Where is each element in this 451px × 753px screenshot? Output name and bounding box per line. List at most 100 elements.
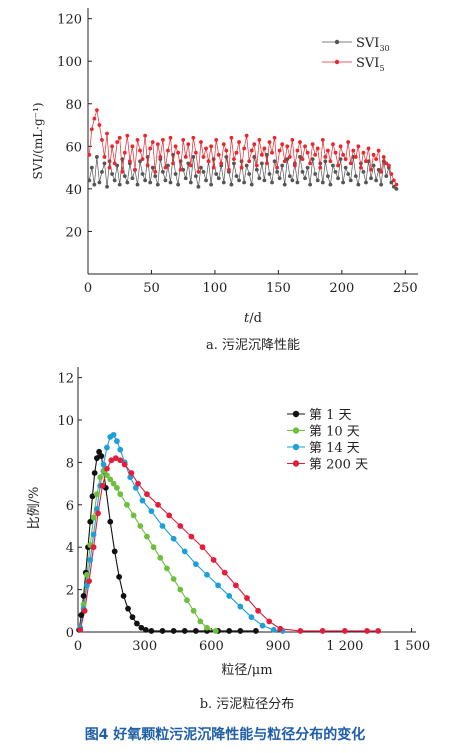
chart-a-point xyxy=(214,172,219,176)
chart-b-point xyxy=(117,491,124,498)
chart-a-point xyxy=(112,161,117,166)
chart-a-point xyxy=(120,169,125,174)
chart-a-point xyxy=(94,155,99,159)
chart-a-point xyxy=(171,161,175,166)
chart-b-point xyxy=(86,578,93,585)
chart-b-point xyxy=(277,625,284,632)
chart-b-point xyxy=(80,593,87,599)
chart-a-point xyxy=(107,165,112,170)
chart-a-point xyxy=(346,172,351,176)
chart-a-point xyxy=(188,180,193,185)
chart-a-legend-label: SVI30 xyxy=(356,36,390,53)
chart-b-point xyxy=(341,628,348,634)
chart-a-point xyxy=(100,169,104,174)
chart-b-point xyxy=(129,614,136,621)
chart-a-point xyxy=(100,138,104,142)
chart-a-point xyxy=(232,157,236,161)
chart-a-point xyxy=(351,148,356,153)
chart-b-point xyxy=(111,548,118,555)
chart-a-point xyxy=(209,144,214,149)
chart-a-point xyxy=(358,165,363,170)
chart-b-point xyxy=(94,491,100,498)
chart-b-ytick-label: 2 xyxy=(66,584,74,599)
chart-a-point xyxy=(89,165,94,170)
chart-a-point xyxy=(364,159,368,164)
chart-a-point xyxy=(148,180,153,185)
chart-a-point xyxy=(331,142,335,147)
chart-b-point xyxy=(144,533,150,540)
chart-b-point xyxy=(237,603,244,610)
chart-a-point xyxy=(259,161,264,166)
chart-a-point xyxy=(87,152,92,157)
chart-a-point xyxy=(181,138,186,142)
chart-a-point xyxy=(369,176,373,181)
chart-b-ytick-label: 12 xyxy=(57,372,74,387)
chart-a-point xyxy=(341,152,346,157)
chart-b-point xyxy=(137,523,144,529)
chart-b-point xyxy=(130,512,137,519)
chart-a-point xyxy=(163,178,168,183)
chart-a-point xyxy=(361,150,366,155)
chart-b-point xyxy=(155,501,161,508)
chart-a-point xyxy=(153,174,158,179)
chart-a-point xyxy=(143,178,148,183)
chart-a-point xyxy=(176,150,181,155)
chart-a-point xyxy=(338,157,343,161)
chart-a-point xyxy=(247,159,252,164)
chart-b-point xyxy=(91,470,98,476)
chart-a-point xyxy=(300,157,305,161)
chart-a-ytick-label: 20 xyxy=(65,225,82,240)
chart-a-point xyxy=(130,176,135,181)
chart-b-point xyxy=(108,457,115,464)
chart-a-point xyxy=(343,165,348,170)
chart-a-legend-marker xyxy=(334,39,340,45)
chart-a-point xyxy=(148,146,153,151)
chart-b-point xyxy=(164,565,170,572)
chart-b-point xyxy=(197,618,204,625)
chart-b-xtick-label: 1 200 xyxy=(326,639,363,654)
chart-a-point xyxy=(186,161,191,166)
chart-a-point xyxy=(87,178,92,183)
chart-a-point xyxy=(204,146,208,151)
chart-a-point xyxy=(282,159,287,164)
chart-a-point xyxy=(117,135,122,140)
chart-a-point xyxy=(244,133,249,138)
chart-b-point xyxy=(232,582,239,589)
chart-a-ytick-label: 120 xyxy=(57,13,82,28)
chart-a-point xyxy=(102,155,107,159)
chart-b-point xyxy=(192,628,199,634)
chart-a-point xyxy=(270,150,274,155)
chart-b-point xyxy=(81,607,88,614)
chart-b-point xyxy=(170,628,177,634)
chart-a-point xyxy=(94,108,99,113)
chart-a-point xyxy=(92,116,97,121)
chart-a-point xyxy=(333,150,338,155)
chart-a-point xyxy=(249,148,254,153)
chart-a-point xyxy=(102,161,107,166)
chart-b-point xyxy=(98,453,105,459)
chart-a-point xyxy=(206,159,211,164)
chart-a-point xyxy=(89,127,94,132)
chart-a-point xyxy=(186,142,191,147)
chart-a-point xyxy=(310,142,315,147)
chart-a-point xyxy=(247,172,252,176)
chart-a-point xyxy=(176,182,181,187)
chart-a-ytick-label: 100 xyxy=(57,55,82,70)
chart-a-point xyxy=(290,178,295,183)
chart-a-point xyxy=(328,182,333,187)
chart-a-point xyxy=(386,163,391,168)
chart-b-point xyxy=(375,628,382,634)
chart-b-point xyxy=(99,482,106,489)
chart-a-point xyxy=(295,148,300,153)
chart-a-point xyxy=(348,161,353,166)
chart-a-point xyxy=(143,133,148,138)
chart-a-point xyxy=(287,155,292,159)
chart-a-point xyxy=(193,150,198,155)
chart-a-point xyxy=(394,186,399,191)
chart-a-xtick-label: 150 xyxy=(266,281,291,296)
chart-b-point xyxy=(177,523,184,529)
chart-a-point xyxy=(97,180,102,185)
chart-b-point xyxy=(364,628,370,634)
chart-b-point xyxy=(112,455,119,462)
